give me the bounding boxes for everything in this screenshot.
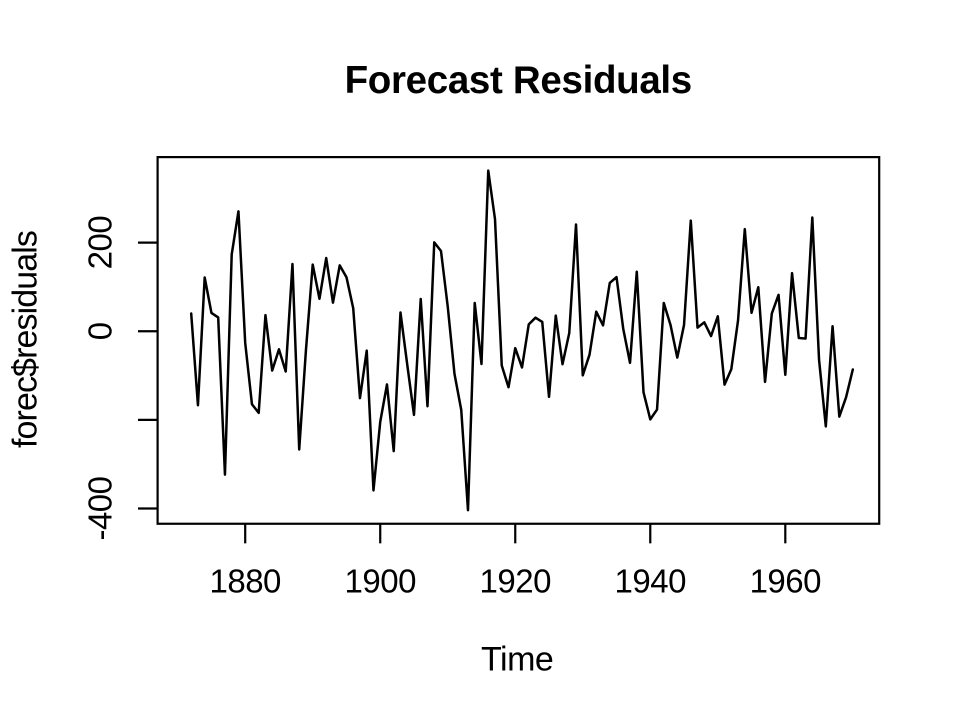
svg-text:1920: 1920 bbox=[480, 563, 552, 600]
svg-text:1880: 1880 bbox=[209, 563, 281, 600]
svg-text:1960: 1960 bbox=[750, 563, 822, 600]
svg-text:-400: -400 bbox=[82, 476, 119, 540]
svg-text:200: 200 bbox=[82, 216, 119, 270]
svg-text:0: 0 bbox=[82, 322, 119, 340]
svg-text:forec$residuals: forec$residuals bbox=[7, 231, 45, 448]
svg-text:Forecast Residuals: Forecast Residuals bbox=[345, 59, 692, 102]
svg-text:Time: Time bbox=[481, 640, 553, 678]
svg-text:1900: 1900 bbox=[345, 563, 417, 600]
svg-text:1940: 1940 bbox=[615, 563, 687, 600]
